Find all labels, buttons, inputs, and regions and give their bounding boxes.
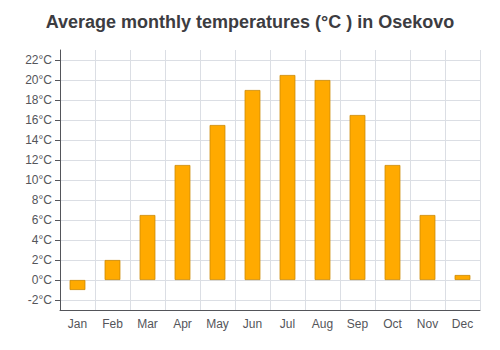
svg-text:Jan: Jan [68,317,87,331]
svg-text:Jul: Jul [280,317,295,331]
svg-text:14°C: 14°C [25,133,52,147]
svg-text:May: May [206,317,229,331]
svg-text:22°C: 22°C [25,53,52,67]
svg-text:0°C: 0°C [32,273,52,287]
svg-text:Mar: Mar [137,317,158,331]
svg-text:Sep: Sep [347,317,369,331]
svg-text:Average monthly temperatures (: Average monthly temperatures (°C ) in Os… [46,12,455,32]
svg-text:12°C: 12°C [25,153,52,167]
svg-text:Aug: Aug [312,317,333,331]
svg-text:4°C: 4°C [32,233,52,247]
svg-text:-2°C: -2°C [28,293,52,307]
svg-text:8°C: 8°C [32,193,52,207]
svg-text:Nov: Nov [417,317,438,331]
svg-text:Feb: Feb [102,317,123,331]
svg-text:Apr: Apr [173,317,192,331]
svg-text:Oct: Oct [383,317,402,331]
svg-text:Dec: Dec [452,317,473,331]
svg-text:18°C: 18°C [25,93,52,107]
svg-text:16°C: 16°C [25,113,52,127]
svg-text:6°C: 6°C [32,213,52,227]
svg-text:10°C: 10°C [25,173,52,187]
svg-text:Jun: Jun [243,317,262,331]
svg-text:2°C: 2°C [32,253,52,267]
svg-text:20°C: 20°C [25,73,52,87]
